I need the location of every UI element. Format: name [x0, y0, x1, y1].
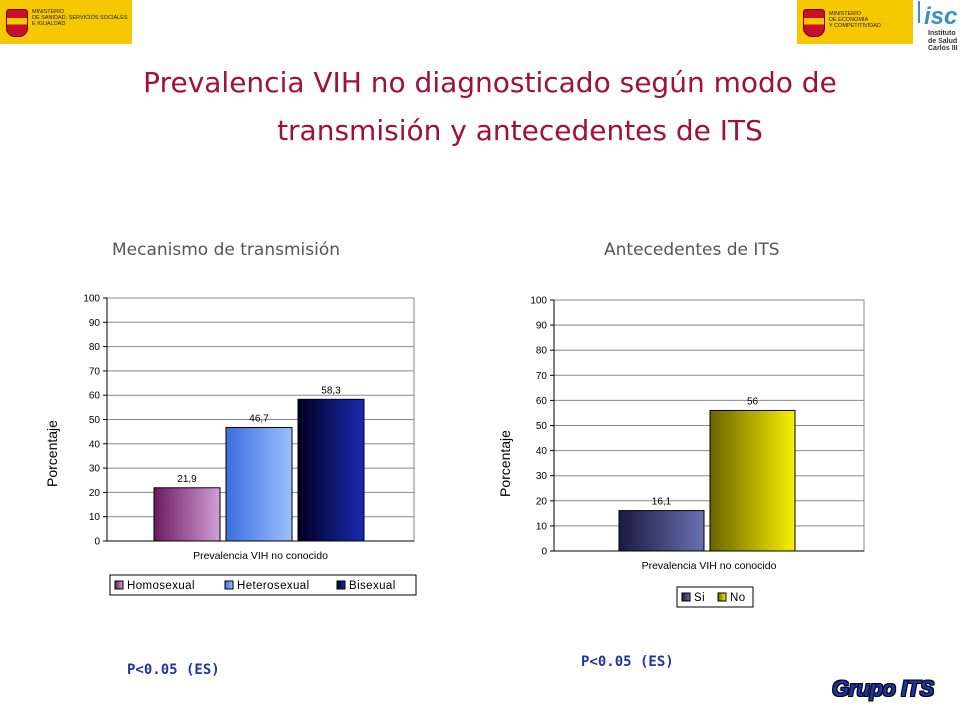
isciii-logo: isc	[918, 1, 957, 30]
legend-label: Bisexual	[349, 580, 396, 592]
y-tick-label: 50	[536, 421, 548, 432]
y-tick-label: 70	[89, 366, 101, 377]
y-tick-label: 0	[94, 537, 100, 548]
legend-label: Homosexual	[127, 580, 195, 592]
y-tick-label: 60	[89, 391, 101, 402]
bar-bisexual	[297, 398, 365, 542]
legend-swatch	[224, 580, 234, 590]
y-tick-label: 80	[536, 346, 548, 357]
chart1-ylabel: Porcentaje	[44, 420, 60, 487]
data-label: 21,9	[177, 474, 197, 485]
y-tick-label: 100	[530, 296, 547, 307]
ministerio-sanidad-text: MINISTERIO DE SANIDAD, SERVICIOS SOCIALE…	[32, 9, 128, 27]
svg-text:isc: isc	[924, 3, 957, 30]
legend-swatch	[717, 592, 727, 602]
coat-of-arms-icon	[6, 9, 28, 37]
x-category-label: Prevalencia VIH no conocido	[193, 550, 328, 562]
legend-label: Heterosexual	[237, 580, 310, 592]
y-tick-label: 50	[89, 415, 101, 426]
data-label: 46,7	[249, 414, 269, 425]
chart2-ylabel: Porcentaje	[497, 430, 513, 497]
data-label: 56	[747, 396, 759, 407]
legend-label: No	[730, 592, 746, 604]
y-tick-label: 20	[536, 496, 548, 507]
grupo-its-logo: Grupo ITS	[832, 676, 934, 701]
y-tick-label: 40	[89, 439, 101, 450]
isciii-text: Instituto de Salud Carlos III	[928, 30, 958, 52]
chart2-heading: Antecedentes de ITS	[604, 240, 780, 260]
legend-swatch	[336, 580, 346, 590]
y-tick-label: 30	[89, 464, 101, 475]
ministerio-economia-logo: MINISTERIO DE ECONOMÍA Y COMPETITIVIDAD	[797, 0, 913, 44]
bar-homosexual	[153, 487, 221, 542]
bar-si	[618, 510, 705, 552]
bar-heterosexual	[225, 427, 293, 542]
legend-box	[676, 586, 754, 608]
coat-of-arms-icon	[803, 9, 825, 37]
y-tick-label: 0	[541, 547, 547, 558]
y-tick-label: 70	[536, 371, 548, 382]
legend-box	[109, 574, 417, 596]
data-label: 16,1	[652, 497, 672, 508]
y-tick-label: 10	[536, 521, 548, 532]
page-title-line1: Prevalencia VIH no diagnosticado según m…	[143, 66, 837, 99]
ministerio-economia-text: MINISTERIO DE ECONOMÍA Y COMPETITIVIDAD	[829, 11, 881, 29]
y-tick-label: 60	[536, 396, 548, 407]
legend-swatch	[681, 592, 691, 602]
y-tick-label: 90	[536, 321, 548, 332]
page-title-line2: transmisión y antecedentes de ITS	[277, 114, 763, 147]
y-tick-label: 100	[83, 294, 100, 305]
x-category-label: Prevalencia VIH no conocido	[642, 560, 777, 572]
chart1-pvalue: P<0.05 (ES)	[127, 662, 220, 678]
y-tick-label: 10	[89, 512, 101, 523]
chart-mecanismo-transmision: 0 10 20 30 40 50 60 70 80 90 100 21,9 46,7 58,3 Preval…	[83, 294, 417, 596]
y-tick-label: 90	[89, 318, 101, 329]
ministerio-sanidad-logo: MINISTERIO DE SANIDAD, SERVICIOS SOCIALE…	[0, 0, 132, 44]
bar-no	[709, 409, 796, 552]
data-label: 58,3	[321, 385, 341, 396]
y-tick-label: 20	[89, 488, 101, 499]
y-tick-label: 40	[536, 446, 548, 457]
chart1-heading: Mecanismo de transmisión	[112, 240, 341, 260]
y-tick-label: 30	[536, 471, 548, 482]
chart-antecedentes-its: 0 10 20 30 40 50 60 70 80 90 100 16,1 56 Prevalencia …	[530, 296, 865, 608]
legend-label: Si	[694, 592, 705, 604]
chart2-pvalue: P<0.05 (ES)	[581, 654, 674, 670]
legend-swatch	[114, 580, 124, 590]
y-tick-label: 80	[89, 342, 101, 353]
